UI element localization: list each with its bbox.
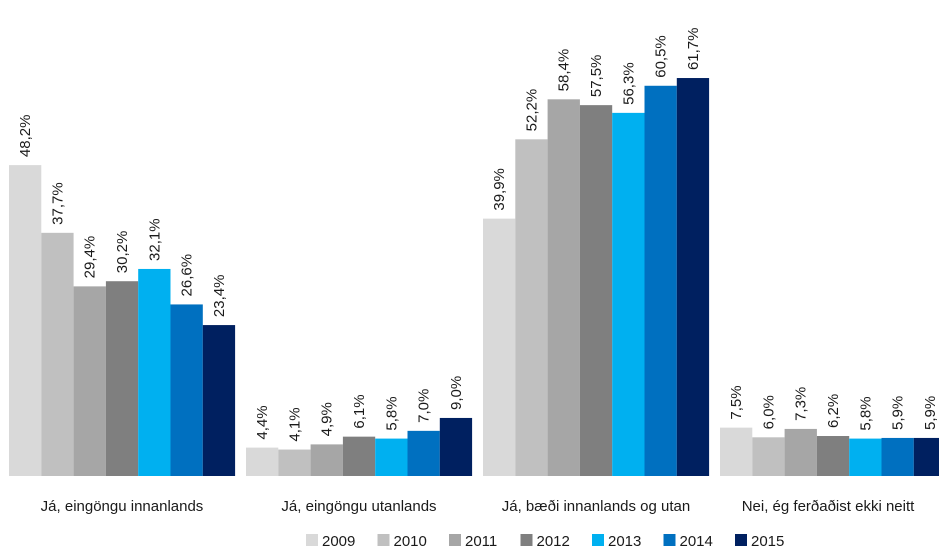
data-label-2009-cat-2: 39,9% xyxy=(491,168,508,211)
data-label-2015-cat-3: 5,9% xyxy=(922,396,939,430)
bar-2011-cat-2 xyxy=(547,99,580,476)
data-label-2014-cat-1: 7,0% xyxy=(416,389,433,423)
data-label-2010-cat-2: 52,2% xyxy=(523,89,540,132)
bar-2015-cat-2 xyxy=(676,78,710,476)
data-label-2010-cat-3: 6,0% xyxy=(760,395,777,429)
bar-2014-cat-1 xyxy=(407,430,440,476)
legend-label-2010: 2010 xyxy=(394,533,427,550)
bar-2012-cat-1 xyxy=(342,436,376,476)
bars-layer xyxy=(9,78,939,477)
data-label-2012-cat-1: 6,1% xyxy=(351,394,368,428)
legend-swatch-2012 xyxy=(520,534,533,546)
category-labels-layer: Já, eingöngu innanlands Já, eingöngu utan… xyxy=(41,498,915,515)
data-label-2012-cat-3: 6,2% xyxy=(825,394,842,428)
data-label-2012-cat-0: 30,2% xyxy=(114,231,131,274)
bar-2010-cat-1 xyxy=(278,449,311,476)
data-label-2010-cat-0: 37,7% xyxy=(49,182,66,225)
bar-2012-cat-0 xyxy=(105,281,139,476)
bar-2013-cat-0 xyxy=(138,268,171,476)
data-labels-layer: 48,2% 37,7% 29,4% 30,2% 32,1% 26,6% 23,4% 4,4% 4… xyxy=(17,27,939,441)
bar-2015-cat-0 xyxy=(202,325,236,476)
legend-label-2013: 2013 xyxy=(608,533,641,550)
bar-2013-cat-1 xyxy=(375,438,408,476)
data-label-2010-cat-1: 4,1% xyxy=(286,407,303,441)
legend-swatch-2011 xyxy=(449,534,461,546)
bar-2012-cat-3 xyxy=(816,436,850,476)
bar-2010-cat-3 xyxy=(752,437,785,476)
bar-2013-cat-2 xyxy=(612,112,645,477)
data-label-2009-cat-0: 48,2% xyxy=(17,115,34,158)
bar-2012-cat-2 xyxy=(579,105,613,477)
bar-2009-cat-3 xyxy=(720,427,753,477)
data-label-2015-cat-0: 23,4% xyxy=(211,275,228,318)
legend-swatch-2009 xyxy=(306,534,318,546)
data-label-2014-cat-2: 60,5% xyxy=(653,35,670,78)
legend-swatch-2015 xyxy=(735,534,747,546)
bar-2009-cat-0 xyxy=(9,165,42,477)
legend-swatch-2010 xyxy=(377,534,390,546)
bar-2010-cat-2 xyxy=(515,139,548,476)
bar-2014-cat-3 xyxy=(881,437,914,476)
bar-2009-cat-2 xyxy=(483,218,516,476)
data-label-2015-cat-2: 61,7% xyxy=(685,27,702,70)
data-label-2011-cat-0: 29,4% xyxy=(82,236,99,279)
legend-label-2011: 2011 xyxy=(465,533,497,550)
bar-2011-cat-1 xyxy=(310,444,343,476)
bar-2015-cat-1 xyxy=(439,417,473,476)
data-label-2014-cat-3: 5,9% xyxy=(890,396,907,430)
data-label-2009-cat-3: 7,5% xyxy=(728,385,745,419)
legend-label-2012: 2012 xyxy=(537,533,570,550)
bar-2014-cat-0 xyxy=(170,304,203,476)
legend-label-2009: 2009 xyxy=(322,533,355,550)
legend-label-2014: 2014 xyxy=(680,533,713,550)
category-label-2: Já, bæði innanlands og utan xyxy=(502,498,690,515)
data-label-2009-cat-1: 4,4% xyxy=(254,405,271,439)
bar-2015-cat-3 xyxy=(913,437,939,476)
data-label-2015-cat-1: 9,0% xyxy=(448,376,465,410)
bar-2013-cat-3 xyxy=(849,438,882,476)
category-label-3: Nei, ég ferðaðist ekki neitt xyxy=(742,498,915,515)
data-label-2013-cat-0: 32,1% xyxy=(146,218,163,261)
data-label-2013-cat-3: 5,8% xyxy=(857,396,874,430)
data-label-2012-cat-2: 57,5% xyxy=(588,55,605,98)
category-label-1: Já, eingöngu utanlands xyxy=(281,498,436,515)
data-label-2013-cat-2: 56,3% xyxy=(620,62,637,105)
legend-swatch-2013 xyxy=(592,534,604,546)
bar-2010-cat-0 xyxy=(41,232,74,476)
data-label-2014-cat-0: 26,6% xyxy=(179,254,196,297)
bar-2011-cat-0 xyxy=(73,286,106,476)
data-label-2011-cat-2: 58,4% xyxy=(556,49,573,92)
category-label-0: Já, eingöngu innanlands xyxy=(41,498,204,515)
bar-2014-cat-2 xyxy=(644,85,677,477)
legend: 2009 2010 2011 2012 2013 2014 2015 xyxy=(306,533,784,550)
data-label-2013-cat-1: 5,8% xyxy=(383,396,400,430)
bar-2011-cat-3 xyxy=(784,428,817,477)
legend-label-2015: 2015 xyxy=(751,533,784,550)
data-label-2011-cat-1: 4,9% xyxy=(319,402,336,436)
legend-swatch-2014 xyxy=(663,534,676,546)
bar-2009-cat-1 xyxy=(246,447,279,476)
data-label-2011-cat-3: 7,3% xyxy=(793,387,810,421)
